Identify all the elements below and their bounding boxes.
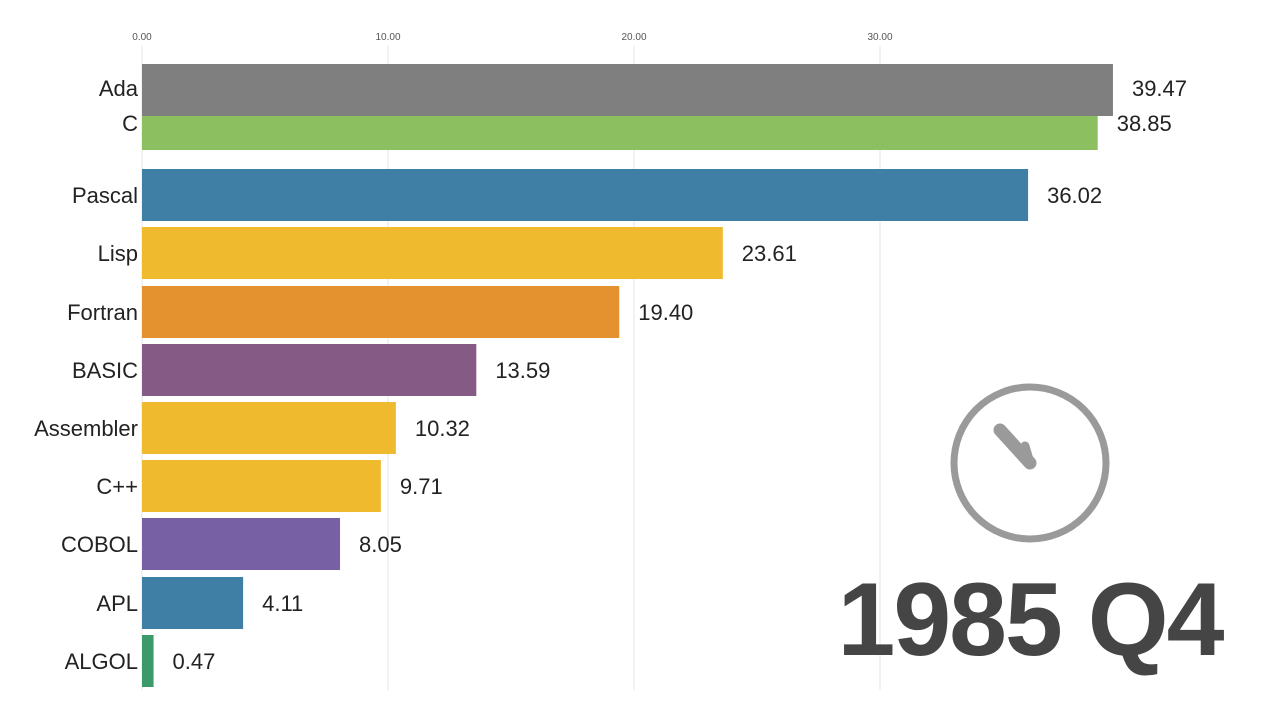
bar-cpp [142, 460, 381, 512]
value-label: 4.11 [262, 591, 303, 616]
value-label: 39.47 [1132, 76, 1187, 101]
category-label: APL [96, 591, 138, 616]
x-tick-label: 10.00 [375, 32, 400, 43]
value-label: 19.40 [638, 300, 693, 325]
value-label: 38.85 [1117, 111, 1172, 136]
bar-pascal [142, 169, 1029, 221]
category-label: BASIC [72, 358, 138, 383]
value-label: 9.71 [400, 474, 443, 499]
bar-lisp [142, 227, 723, 279]
category-label: C [122, 111, 138, 136]
value-label: 13.59 [495, 358, 550, 383]
x-tick-label: 0.00 [132, 32, 152, 43]
period-label: 1985 Q4 [837, 562, 1225, 678]
bar-ada [142, 64, 1113, 116]
bar-cobol [142, 518, 341, 570]
bar-algol [142, 635, 154, 687]
bar-assembler [142, 402, 396, 454]
value-label: 36.02 [1047, 183, 1102, 208]
category-label: ALGOL [65, 649, 138, 674]
bar-apl [142, 577, 244, 629]
category-label: C++ [96, 474, 138, 499]
value-label: 23.61 [742, 241, 797, 266]
x-tick-label: 30.00 [867, 32, 892, 43]
x-tick-label: 20.00 [621, 32, 646, 43]
value-label: 10.32 [415, 416, 470, 441]
category-label: Ada [99, 76, 139, 101]
category-label: Assembler [34, 416, 138, 441]
clock-icon [950, 383, 1110, 543]
category-label: Fortran [67, 300, 138, 325]
bar-basic [142, 344, 477, 396]
value-label: 0.47 [173, 649, 216, 674]
category-label: Pascal [72, 183, 138, 208]
category-label: Lisp [98, 241, 138, 266]
value-label: 8.05 [359, 532, 402, 557]
bar-fortran [142, 286, 620, 338]
category-label: COBOL [61, 532, 138, 557]
